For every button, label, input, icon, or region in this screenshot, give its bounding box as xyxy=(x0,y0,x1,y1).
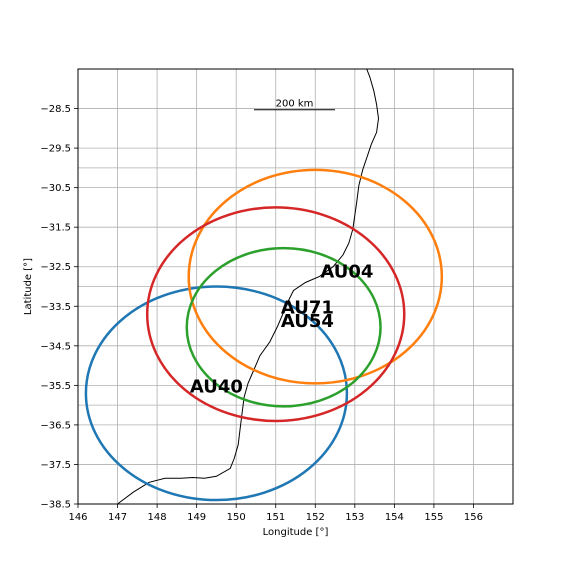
y-tick-label: −32.5 xyxy=(40,262,71,273)
scale-bar-label: 200 km xyxy=(276,99,314,110)
coverage-circle xyxy=(145,206,406,423)
station-label-au04: AU04 xyxy=(320,262,373,283)
scale-bar: 200 km xyxy=(253,99,336,111)
y-tick-label: −31.5 xyxy=(40,223,71,234)
y-tick-label: −36.5 xyxy=(40,420,71,431)
coverage-circle xyxy=(84,285,349,502)
station-label-au54: AU54 xyxy=(281,311,334,332)
coverage-circle xyxy=(185,246,382,408)
coverage-circle xyxy=(187,168,444,385)
x-axis-label: Longitude [°] xyxy=(263,527,329,538)
x-tick-label: 156 xyxy=(464,512,483,523)
x-axis-ticks: 146 147 148 149 150 151 152 153 154 155 156 xyxy=(68,504,483,523)
x-tick-label: 149 xyxy=(187,512,206,523)
y-tick-label: −34.5 xyxy=(40,341,71,352)
y-axis-label: Latitude [°] xyxy=(23,258,34,315)
y-tick-label: −38.5 xyxy=(40,500,71,511)
y-axis-ticks: −28.5 −29.5 −30.5 −31.5 −32.5 −33.5 −34.5 −35.5… xyxy=(40,104,78,511)
x-tick-label: 148 xyxy=(148,512,167,523)
y-tick-label: −33.5 xyxy=(40,302,71,313)
y-tick-label: −28.5 xyxy=(40,104,71,115)
y-tick-label: −35.5 xyxy=(40,381,71,392)
x-tick-label: 146 xyxy=(68,512,87,523)
x-tick-label: 151 xyxy=(266,512,285,523)
coastline-path xyxy=(117,68,380,505)
y-tick-label: −37.5 xyxy=(40,460,71,471)
station-label-au40: AU40 xyxy=(190,376,243,397)
grid xyxy=(77,69,513,505)
plot-frame xyxy=(77,68,514,505)
y-tick-label: −29.5 xyxy=(40,144,71,155)
x-tick-label: 154 xyxy=(385,512,404,523)
x-tick-label: 150 xyxy=(227,512,246,523)
x-tick-label: 155 xyxy=(424,512,443,523)
x-tick-label: 147 xyxy=(108,512,127,523)
x-tick-label: 152 xyxy=(306,512,325,523)
x-tick-label: 153 xyxy=(345,512,364,523)
coverage-circles xyxy=(84,168,444,502)
station-label-au71: AU71 xyxy=(281,297,334,318)
coastline xyxy=(117,68,380,505)
y-tick-label: −30.5 xyxy=(40,183,71,194)
